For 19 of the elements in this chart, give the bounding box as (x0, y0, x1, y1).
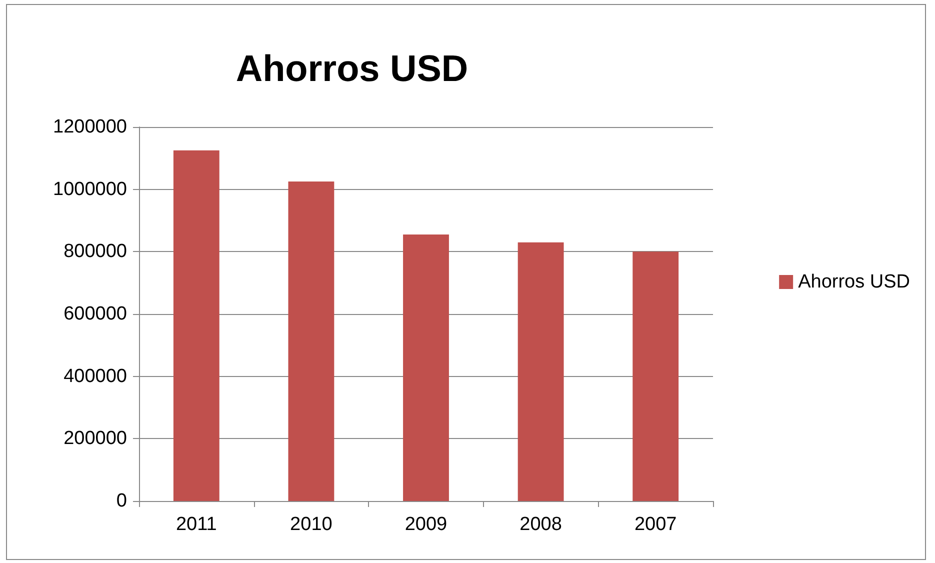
y-tick-label: 200000 (64, 428, 127, 450)
y-tick-label: 0 (116, 490, 127, 512)
y-tick-label: 1200000 (53, 116, 127, 138)
bar (173, 150, 220, 501)
bar (518, 242, 564, 501)
x-tick-label: 2008 (520, 514, 562, 535)
chart-title: Ahorros USD (236, 48, 468, 89)
bar (403, 234, 449, 501)
bar (288, 182, 334, 501)
x-tick-label: 2010 (290, 514, 332, 535)
y-tick-label: 400000 (64, 366, 127, 387)
y-tick-label: 600000 (64, 304, 127, 324)
x-tick-label: 2011 (176, 514, 217, 535)
x-tick-label: 2007 (634, 514, 677, 535)
y-tick-label: 800000 (64, 241, 127, 262)
y-tick-label: 1000000 (53, 178, 127, 200)
bar (632, 252, 679, 501)
x-tick-label: 2009 (404, 514, 448, 535)
legend-label: Ahorros USD (798, 272, 910, 292)
